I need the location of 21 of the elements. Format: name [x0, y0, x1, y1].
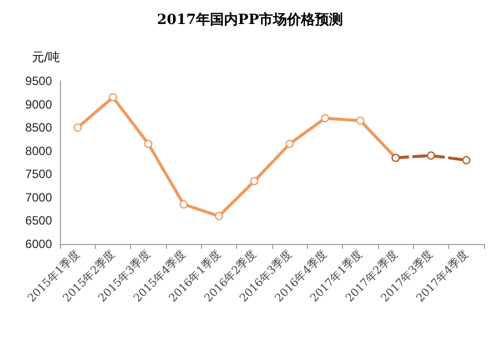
point — [320, 114, 330, 122]
point — [180, 200, 188, 209]
y-tick-label: 9000 — [25, 97, 52, 112]
y-tick-label: 7500 — [25, 167, 52, 182]
point — [286, 140, 294, 148]
point — [356, 116, 364, 125]
y-tick-label: 7000 — [25, 190, 52, 204]
point — [74, 123, 82, 132]
point — [108, 93, 118, 102]
y-tick-label: 6000 — [25, 237, 52, 251]
y-tick-label: 8500 — [25, 120, 52, 135]
point — [144, 140, 152, 148]
point — [214, 212, 224, 220]
y-tick-label: 6500 — [25, 214, 52, 228]
chart-title: 2017年国内PP市场价格预测 — [156, 11, 344, 28]
y-tick-label: 8000 — [25, 144, 52, 158]
y-axis-title: 元/吨 — [32, 50, 60, 64]
point — [426, 151, 436, 160]
y-tick-label: 9500 — [25, 74, 52, 88]
point — [250, 177, 258, 186]
point — [462, 156, 470, 164]
